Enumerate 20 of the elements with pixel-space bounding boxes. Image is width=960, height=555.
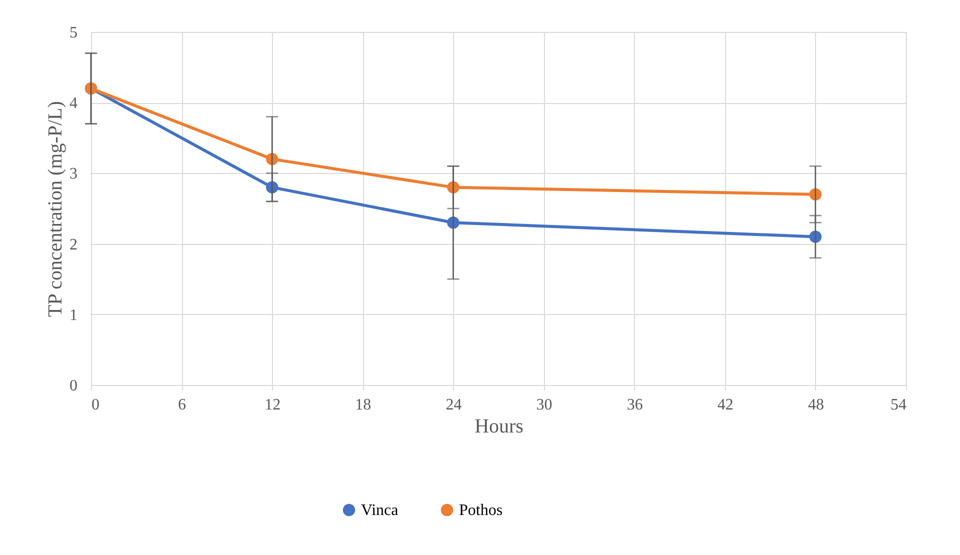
y-tick-label: 5 [70, 24, 78, 42]
legend-label: Vinca [361, 502, 398, 519]
x-tick-label: 18 [355, 396, 372, 414]
x-tick-label: 6 [178, 396, 186, 414]
x-tick-label: 24 [446, 396, 462, 414]
y-tick-label: 3 [70, 166, 78, 183]
legend-label: Pothos [459, 502, 503, 519]
y-tick-label: 2 [70, 236, 78, 254]
x-tick-label: 30 [536, 396, 552, 414]
y-tick-label: 1 [70, 306, 78, 324]
x-tick-label: 0 [92, 396, 100, 414]
x-axis-title: Hours [474, 416, 524, 438]
x-tick-label: 36 [626, 396, 643, 414]
x-tick-label: 48 [808, 396, 824, 414]
x-tick-label: 12 [264, 396, 281, 414]
x-tick-label: 42 [717, 396, 734, 414]
y-axis-title: TP concentration (mg-P/L) [44, 101, 66, 317]
y-tick-label: 0 [70, 378, 78, 394]
y-tick-label: 4 [70, 95, 78, 112]
x-tick-label: 54 [890, 396, 906, 414]
